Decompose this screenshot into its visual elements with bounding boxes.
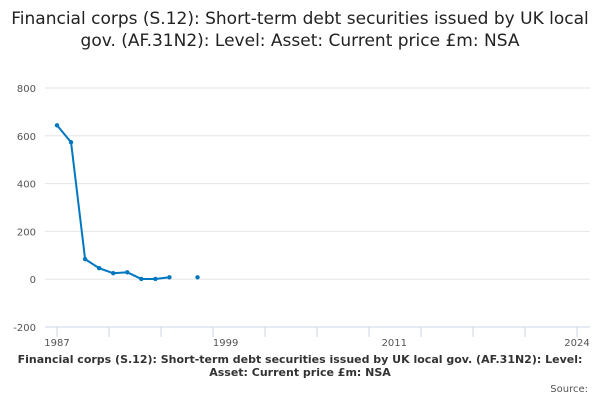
data-point bbox=[54, 123, 60, 128]
y-tick-label: 200 bbox=[17, 227, 36, 238]
y-tick-label: 0 bbox=[30, 275, 36, 286]
data-point bbox=[125, 270, 130, 275]
y-tick-label: -200 bbox=[13, 323, 36, 334]
data-point bbox=[68, 140, 74, 145]
data-point bbox=[153, 276, 158, 282]
chart-title: Financial corps (S.12): Short-term debt … bbox=[11, 9, 589, 51]
data-point bbox=[139, 276, 144, 282]
source-label: Source: bbox=[550, 384, 588, 395]
data-point bbox=[111, 271, 116, 276]
series-line bbox=[56, 124, 170, 280]
x-tick-label: 2024 bbox=[564, 338, 589, 349]
data-point bbox=[96, 266, 102, 271]
data-point bbox=[167, 275, 172, 280]
chart-plot: 800 600 400 200 0 -200 1987 1999 2011 2024 bbox=[13, 84, 590, 349]
x-tick-label: 1999 bbox=[213, 338, 238, 349]
data-point bbox=[82, 256, 88, 262]
y-tick-label: 600 bbox=[17, 132, 36, 143]
data-point bbox=[195, 275, 200, 280]
x-tick-label: 1987 bbox=[44, 338, 69, 349]
y-tick-label: 800 bbox=[17, 84, 36, 95]
legend-entry[interactable]: Financial corps (S.12): Short-term debt … bbox=[17, 353, 583, 379]
x-tick-label: 2011 bbox=[382, 338, 407, 349]
y-tick-label: 400 bbox=[17, 180, 36, 191]
